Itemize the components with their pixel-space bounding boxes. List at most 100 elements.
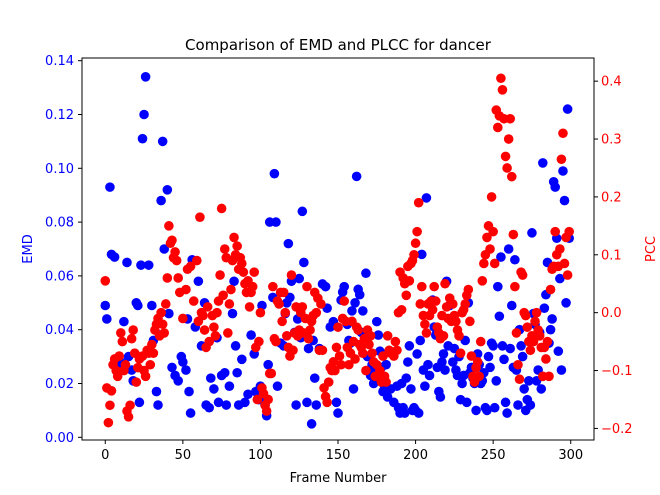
right-tick-label: 0.0 <box>601 306 622 321</box>
pcc-point <box>409 249 419 260</box>
pcc-point <box>367 348 377 358</box>
emd-point <box>331 397 342 408</box>
emd-point <box>555 273 565 284</box>
pcc-point <box>555 244 565 254</box>
pcc-point <box>496 73 506 84</box>
pcc-point <box>114 351 125 361</box>
emd-point <box>382 392 393 402</box>
pcc-point <box>268 281 278 292</box>
pcc-point <box>280 307 291 318</box>
pcc-point <box>420 319 430 330</box>
pcc-point <box>286 270 297 280</box>
emd-point <box>181 365 191 375</box>
pcc-point <box>266 368 277 379</box>
pcc-point <box>323 377 334 387</box>
pcc-point <box>261 406 272 416</box>
emd-point <box>497 341 508 351</box>
pcc-point <box>556 154 567 165</box>
x-axis-label: Frame Number <box>290 471 388 486</box>
pcc-point <box>106 386 117 396</box>
emd-point <box>461 397 472 408</box>
emd-point <box>424 370 435 381</box>
pcc-point <box>232 241 242 251</box>
emd-point <box>178 357 188 367</box>
emd-point <box>527 228 537 238</box>
pcc-point <box>147 339 157 350</box>
emd-point <box>204 402 215 413</box>
emd-point <box>164 308 174 319</box>
right-tick-label: −0.2 <box>601 422 633 437</box>
pcc-point <box>103 417 114 428</box>
emd-point <box>412 349 422 359</box>
emd-point <box>491 376 502 386</box>
pcc-point <box>412 226 422 237</box>
emd-point <box>302 397 312 408</box>
pcc-point <box>364 339 374 350</box>
points-layer <box>100 72 574 429</box>
pcc-point <box>466 351 477 361</box>
emd-point <box>506 300 517 311</box>
pcc-point <box>131 377 142 387</box>
emd-point <box>134 397 145 408</box>
pcc-point <box>482 232 492 243</box>
x-tick-label: 150 <box>326 448 351 463</box>
emd-point <box>437 357 447 367</box>
pcc-point <box>128 325 138 335</box>
pcc-point <box>199 325 210 335</box>
pcc-point <box>303 333 314 344</box>
pcc-point <box>322 397 332 408</box>
pcc-point <box>460 299 471 309</box>
pcc-point <box>120 359 131 370</box>
pcc-point <box>164 221 174 231</box>
emd-point <box>485 362 495 373</box>
emd-point <box>358 306 368 316</box>
pcc-point <box>421 328 432 338</box>
pcc-point <box>542 336 553 347</box>
emd-point <box>499 354 509 365</box>
emd-point <box>320 281 331 292</box>
pcc-point <box>358 348 368 358</box>
emd-point <box>306 419 317 429</box>
emd-point <box>333 408 343 418</box>
pcc-point <box>525 345 536 356</box>
pcc-point <box>288 345 298 356</box>
emd-point <box>143 260 154 270</box>
pcc-point <box>514 374 525 385</box>
pcc-point <box>170 247 180 257</box>
pcc-point <box>171 255 182 266</box>
pcc-point <box>212 307 222 318</box>
pcc-point <box>224 299 235 309</box>
emd-point <box>457 378 467 389</box>
emd-point <box>435 392 446 402</box>
pcc-point <box>317 345 328 356</box>
pcc-point <box>410 238 421 249</box>
pcc-point <box>559 258 570 269</box>
pcc-point <box>429 281 439 292</box>
pcc-point <box>252 394 263 405</box>
pcc-point <box>448 299 458 309</box>
pcc-point <box>390 336 401 347</box>
emd-point <box>147 300 157 311</box>
pcc-point <box>302 281 312 292</box>
emd-point <box>303 343 314 354</box>
pcc-point <box>502 163 512 173</box>
pcc-point <box>416 281 427 292</box>
emd-point <box>122 257 132 268</box>
pcc-point <box>244 302 255 312</box>
pcc-point <box>218 290 228 301</box>
emd-point <box>102 314 112 324</box>
emd-point <box>482 405 492 416</box>
x-tick-label: 200 <box>403 448 428 463</box>
chart-title: Comparison of EMD and PLCC for dancer <box>185 36 492 54</box>
pcc-point <box>263 394 273 405</box>
emd-point <box>162 185 173 195</box>
pcc-point <box>223 328 233 338</box>
pcc-point <box>305 325 315 335</box>
pcc-point <box>148 348 159 358</box>
pcc-point <box>188 296 199 306</box>
pcc-point <box>415 299 426 309</box>
pcc-point <box>238 267 249 277</box>
emd-point <box>536 384 547 394</box>
emd-point <box>230 341 241 351</box>
pcc-point <box>159 328 170 338</box>
